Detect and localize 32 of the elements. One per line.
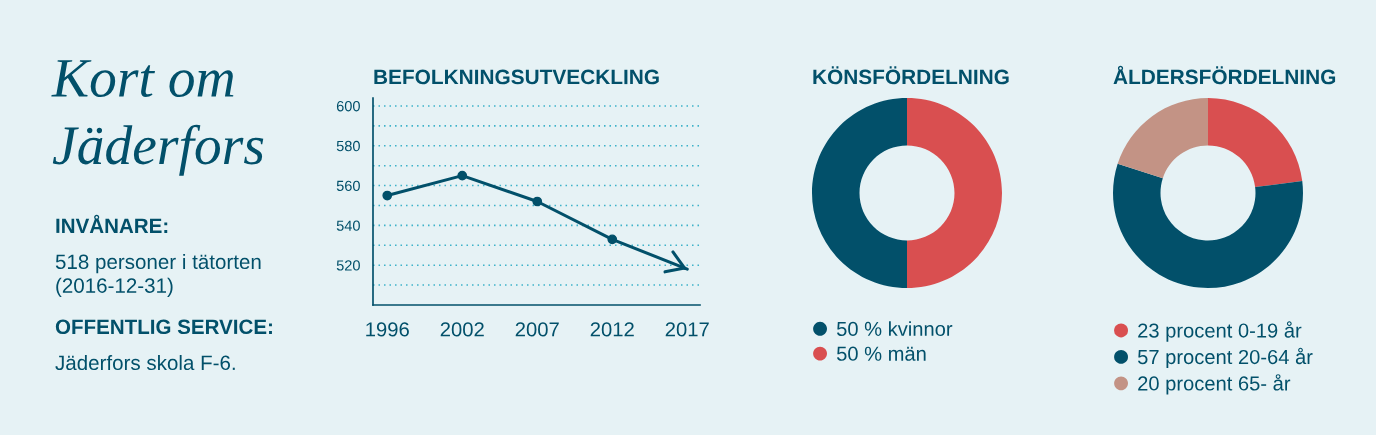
legend-label: 50 % kvinnor — [836, 321, 953, 337]
x-tick-label: 1996 — [366, 322, 409, 337]
x-tick-label: 2007 — [515, 322, 559, 337]
y-tick-label: 520 — [336, 260, 360, 271]
legend-label: 23 procent 0-19 år — [1138, 321, 1302, 342]
x-tick-label: 2002 — [440, 322, 484, 337]
chart-title: BEFOLKNINGSUTVECKLING — [374, 69, 659, 85]
y-tick-label: 560 — [336, 180, 360, 191]
donut-slice — [1208, 98, 1303, 188]
y-tick-label: 580 — [336, 140, 360, 152]
point — [457, 170, 468, 181]
point — [382, 190, 393, 201]
point — [607, 234, 618, 245]
legend-label: 57 procent 20-64 år — [1137, 347, 1313, 369]
y-tick-label: 540 — [336, 220, 360, 231]
text: INVÅNARE: — [56, 214, 168, 233]
donut-slice — [907, 98, 1002, 288]
x-tick-label: 2017 — [665, 322, 709, 337]
chart-title: KÖNSFÖRDELNING — [813, 66, 1009, 85]
text: Jäderfors skola F-6. — [55, 355, 235, 371]
legend-label: 50 % män — [836, 346, 926, 361]
x-tick-label: 2012 — [590, 322, 634, 337]
donut-slice — [1113, 163, 1303, 288]
legend-label: 20 procent 65- år — [1138, 374, 1291, 395]
point — [532, 196, 543, 207]
donut-slice — [1117, 98, 1208, 179]
text: 518 personer i tätorten (2016-12-31) — [55, 254, 261, 297]
y-tick-label: 600 — [336, 101, 360, 112]
text: Kort om Jäderfors — [51, 60, 264, 176]
text: OFFENTLIG SERVICE: — [55, 319, 272, 335]
chart-title: ÅLDERSFÖRDELNING — [1113, 65, 1336, 85]
donut-slice — [812, 98, 907, 288]
